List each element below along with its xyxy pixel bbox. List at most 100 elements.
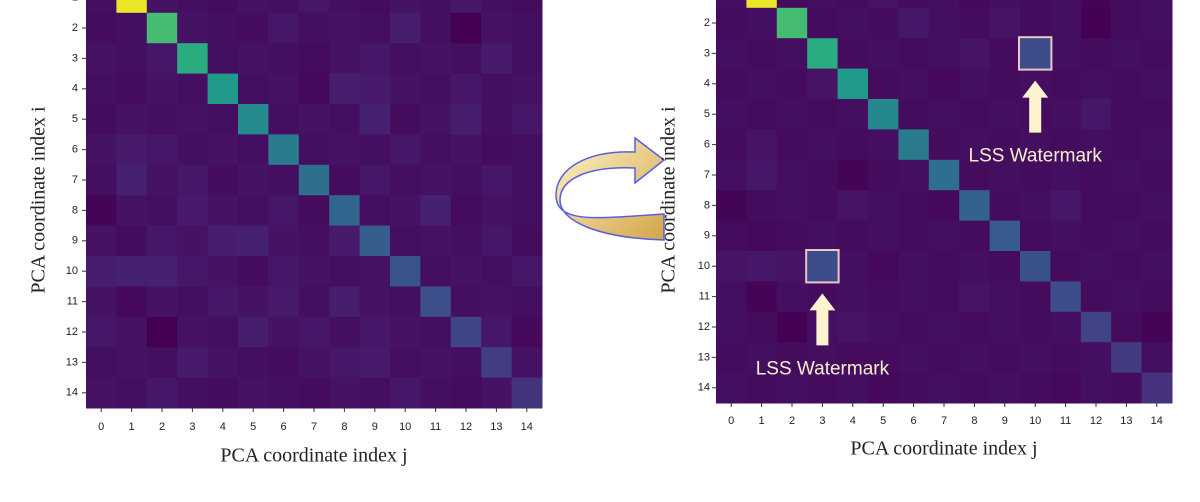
heatmap-cell	[1020, 311, 1051, 343]
heatmap-cell	[1050, 159, 1082, 191]
heatmap-cell	[1111, 0, 1143, 9]
heatmap-cell	[1020, 7, 1051, 39]
heatmap-cell	[359, 73, 391, 105]
heatmap-cell	[1111, 129, 1143, 161]
heatmap-cell	[959, 38, 991, 70]
x-tick-label: 10	[399, 421, 411, 433]
heatmap-cell	[1111, 311, 1143, 343]
heatmap-cell	[898, 129, 930, 161]
heatmap-cell	[390, 104, 421, 135]
heatmap-cell	[420, 377, 452, 409]
heatmap-cell	[511, 43, 543, 75]
heatmap-cell	[837, 99, 869, 130]
heatmap-cell	[177, 104, 209, 135]
heatmap-cell	[207, 73, 239, 105]
x-tick-label: 7	[941, 415, 947, 427]
heatmap-cell	[959, 342, 991, 374]
y-tick-label: 12	[66, 326, 78, 338]
heatmap-cell	[268, 164, 300, 196]
heatmap-cell	[268, 286, 300, 318]
heatmap-cell	[1020, 0, 1051, 9]
heatmap-cell	[989, 372, 1021, 404]
heatmap-cell	[1111, 159, 1143, 191]
heatmap-cell	[807, 190, 839, 222]
heatmap-cell	[207, 377, 239, 409]
x-tick-label: 12	[1090, 415, 1102, 427]
heatmap-cell	[898, 99, 930, 130]
heatmap-cell	[1050, 129, 1082, 161]
y-axis-label: PCA coordinate index i	[658, 106, 680, 294]
heatmap-cell	[746, 159, 778, 191]
y-tick-label: 9	[72, 235, 78, 247]
heatmap-cell	[359, 286, 391, 318]
heatmap-cell	[1141, 342, 1173, 374]
heatmap-cell	[86, 286, 117, 318]
heatmap-cell	[716, 281, 747, 313]
heatmap-cell	[511, 0, 543, 14]
y-tick-label: 11	[67, 296, 78, 308]
heatmap-cell	[511, 164, 543, 196]
heatmap-cell	[1141, 129, 1173, 161]
heatmap-cell	[450, 12, 482, 44]
heatmap-cell	[238, 0, 269, 14]
heatmap-cell	[329, 0, 361, 14]
y-tick-label: 10	[66, 265, 78, 277]
heatmap-cell	[481, 134, 513, 166]
heatmap-cell	[1141, 68, 1173, 100]
heatmap-cell	[207, 134, 239, 166]
heatmap-cell	[268, 377, 300, 409]
curved-arrow	[555, 136, 666, 241]
x-tick-label: 4	[850, 415, 856, 427]
heatmap-cell	[86, 316, 117, 348]
heatmap-cell	[716, 251, 747, 282]
heatmap-cell	[716, 159, 747, 191]
heatmap-cell	[238, 12, 269, 44]
heatmap-cell	[390, 316, 421, 348]
heatmap-cell	[776, 159, 808, 191]
heatmap-cell	[837, 311, 869, 343]
heatmap-cell	[238, 73, 269, 105]
heatmap-cell	[86, 0, 117, 14]
heatmap-cell	[868, 251, 899, 282]
heatmap-cell	[928, 38, 960, 70]
heatmap-cell	[329, 195, 361, 227]
heatmap-cell	[146, 134, 178, 166]
heatmap-cell	[420, 73, 452, 105]
x-axis-label: PCA coordinate index j	[220, 445, 407, 467]
heatmap-cell	[420, 12, 452, 44]
heatmap-cell	[1080, 342, 1112, 374]
x-tick-label: 5	[250, 421, 256, 433]
heatmap-cell	[716, 311, 747, 343]
heatmap-cell	[1141, 372, 1173, 404]
heatmap-cell	[1050, 281, 1082, 313]
heatmap-cell	[746, 342, 778, 374]
heatmap-cell	[298, 286, 330, 318]
heatmap-cell	[420, 256, 452, 287]
heatmap-cell	[716, 0, 747, 9]
heatmap-cell	[837, 220, 869, 252]
heatmap-cell	[776, 311, 808, 343]
heatmap-cell	[959, 0, 991, 9]
heatmap-cell	[928, 342, 960, 374]
heatmap-cell	[329, 256, 361, 287]
heatmap-cell	[1020, 220, 1051, 252]
heatmap-cell	[1020, 38, 1051, 70]
x-tick-label: 14	[521, 421, 533, 433]
heatmap-cell	[959, 99, 991, 130]
heatmap-cell	[481, 43, 513, 75]
heatmap-cell	[1050, 220, 1082, 252]
heatmap-cell	[86, 377, 117, 409]
heatmap-cell	[359, 104, 391, 135]
heatmap-cell	[86, 104, 117, 135]
heatmap-cell	[776, 0, 808, 9]
heatmap-cell	[928, 99, 960, 130]
heatmap-cell	[298, 225, 330, 257]
heatmap-cell	[450, 43, 482, 75]
heatmap-cell	[420, 195, 452, 227]
heatmap-cell	[807, 251, 839, 282]
heatmap-cell	[1050, 7, 1082, 39]
heatmap-cell	[420, 347, 452, 379]
y-tick-label: 9	[704, 230, 710, 242]
y-tick-label: 7	[704, 169, 710, 181]
heatmap-cell	[898, 159, 930, 191]
